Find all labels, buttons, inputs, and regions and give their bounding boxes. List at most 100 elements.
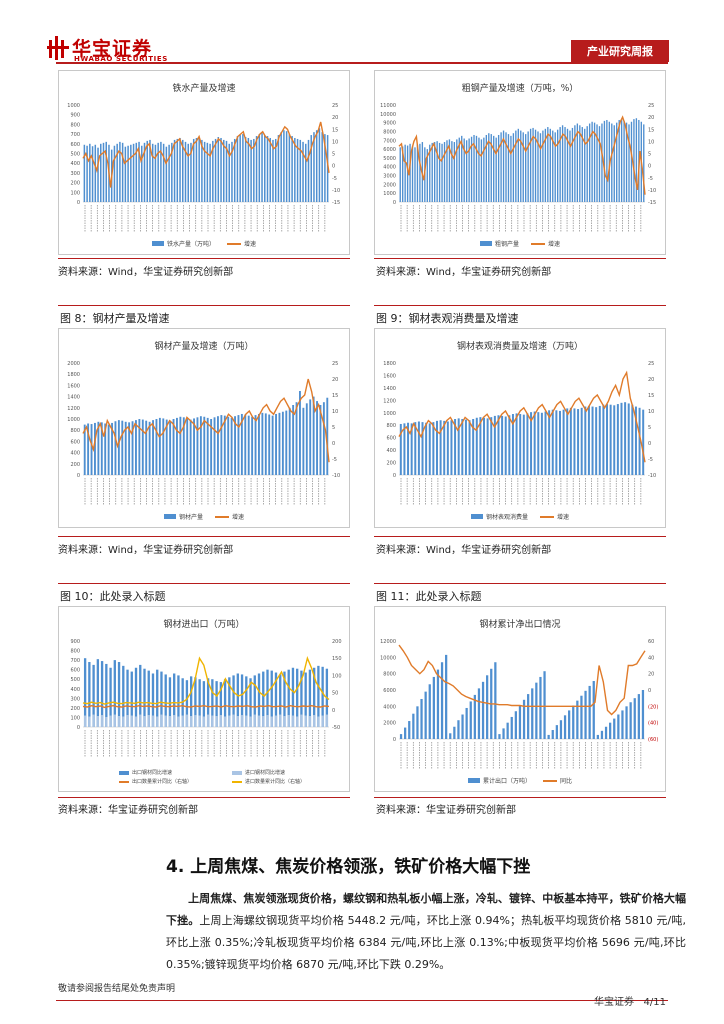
y-tick-label: 0 <box>393 200 396 206</box>
y2-tick-label: 0 <box>648 441 651 447</box>
bar-secondary <box>257 715 261 727</box>
bar <box>562 409 565 475</box>
legend-label: 铁水产量（万吨） <box>166 241 215 248</box>
bar <box>236 673 239 727</box>
legend-item: 出口钢材同比增速 <box>119 769 226 776</box>
bar <box>581 127 583 202</box>
bar-secondary <box>308 716 312 727</box>
bar <box>514 711 517 739</box>
page-number: 4/11 <box>643 997 667 1008</box>
bar <box>547 734 550 739</box>
bar <box>453 726 456 739</box>
bar <box>245 676 248 727</box>
bar-secondary <box>219 715 223 727</box>
chart-legend: 钢材表观消费量 增速 <box>375 512 665 521</box>
bar <box>138 419 141 475</box>
y-tick-label: 600 <box>386 436 396 442</box>
y2-tick-label: 20 <box>648 377 654 383</box>
bar-secondary <box>240 715 244 727</box>
bar <box>141 419 144 475</box>
bar <box>168 677 172 727</box>
y-tick-label: 12000 <box>380 639 396 645</box>
y-tick-label: 900 <box>70 639 80 645</box>
bar <box>428 684 431 739</box>
bar <box>569 130 571 202</box>
bar <box>609 404 612 475</box>
bar <box>258 134 261 202</box>
paragraph-lead: 上周焦煤、焦炭领涨现货价格，螺纹钢和热轧板小幅上涨，冷轧、镀锌、中板基本持平，铁… <box>166 892 686 927</box>
y-tick-label: 2000 <box>67 361 80 367</box>
bar <box>277 135 280 202</box>
bar <box>424 691 427 739</box>
bar <box>117 662 121 727</box>
bar <box>525 134 527 202</box>
chart-title: 钢材进出口（万吨） <box>163 620 245 630</box>
bar <box>239 135 241 202</box>
bar <box>584 128 586 202</box>
bar <box>539 133 542 202</box>
y2-tick-label: -15 <box>332 200 340 206</box>
bar <box>416 144 419 202</box>
chart-legend: 铁水产量（万吨） 增速 <box>59 239 349 248</box>
y2-tick-label: 0 <box>648 164 651 170</box>
bar <box>464 419 467 475</box>
bar <box>111 422 113 475</box>
bar <box>162 143 165 202</box>
bar <box>268 414 271 475</box>
bar <box>206 678 210 727</box>
bar <box>233 138 236 202</box>
bar <box>414 147 416 202</box>
bar <box>621 710 624 739</box>
bar <box>613 718 616 739</box>
bar <box>534 129 537 202</box>
y-tick-label: 10000 <box>380 112 396 118</box>
bar <box>295 402 298 475</box>
bar-secondary <box>96 716 100 727</box>
legend-label: 出口数量累计同比（右轴） <box>132 779 193 785</box>
bar-secondary <box>194 715 197 727</box>
bar <box>92 664 95 727</box>
bar <box>102 142 105 202</box>
y-tick-label: 600 <box>70 142 80 148</box>
bar <box>620 402 623 475</box>
divider <box>58 258 350 259</box>
bar <box>406 145 409 202</box>
bar <box>613 405 616 475</box>
legend-label: 钢材表观消费量 <box>485 514 528 521</box>
y-tick-label: 10000 <box>380 655 396 661</box>
bar <box>271 415 274 475</box>
bar <box>419 143 421 202</box>
bar <box>278 412 281 475</box>
bar <box>255 136 258 202</box>
bar <box>579 125 581 202</box>
figure-caption: 图 9：钢材表观消费量及增速 <box>376 312 519 325</box>
bar <box>633 698 636 739</box>
bar <box>312 667 316 727</box>
series-line <box>398 644 646 716</box>
bar <box>223 415 226 475</box>
source-note: 资料来源：Wind，华宝证券研究创新部 <box>58 267 234 278</box>
y2-tick-label: 15 <box>332 127 338 133</box>
y-tick-label: 1200 <box>383 398 396 404</box>
bar <box>247 137 250 202</box>
bar <box>431 142 433 202</box>
bar <box>91 146 94 202</box>
bar <box>609 722 612 739</box>
bar <box>288 407 291 475</box>
bar <box>604 726 608 739</box>
bar <box>577 409 580 475</box>
divider <box>374 258 666 259</box>
bar <box>448 139 451 202</box>
bar <box>571 127 574 202</box>
bar <box>124 421 127 475</box>
y-tick-label: 700 <box>70 132 80 138</box>
bar-secondary <box>279 714 282 727</box>
bar <box>283 671 286 727</box>
bar <box>529 128 532 202</box>
body-paragraph: 上周焦煤、焦炭领涨现货价格，螺纹钢和热轧板小幅上涨，冷轧、镀锌、中板基本持平，铁… <box>166 888 686 976</box>
bar <box>279 674 282 727</box>
bar <box>281 411 284 475</box>
legend-item: 出口数量累计同比（右轴） <box>119 778 226 785</box>
bar <box>624 402 627 475</box>
